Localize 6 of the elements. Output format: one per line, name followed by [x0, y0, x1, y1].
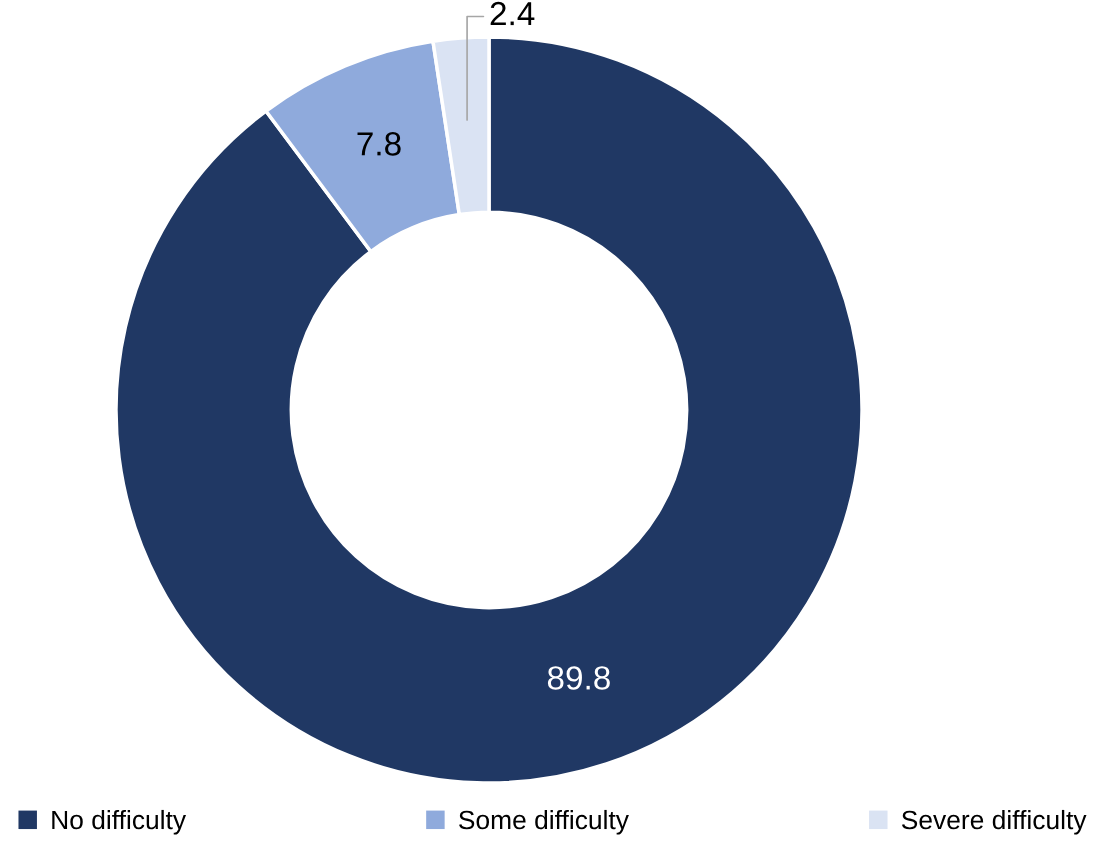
legend-label: Severe difficulty — [901, 809, 1087, 835]
data-label: 7.8 — [357, 132, 401, 156]
data-label: 89.8 — [547, 666, 610, 690]
data-label: 2.4 — [490, 1, 535, 26]
legend-label: Some difficulty — [459, 809, 629, 835]
legend-label: No difficulty — [52, 809, 187, 835]
